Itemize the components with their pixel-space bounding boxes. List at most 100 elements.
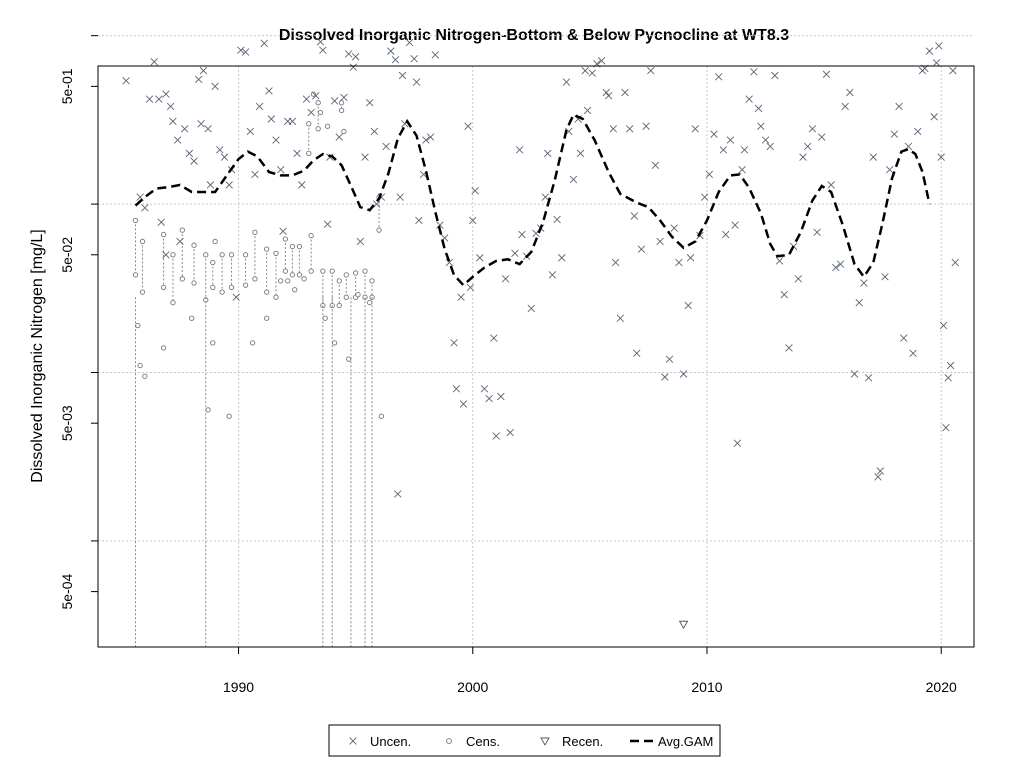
uncensored-point-70: [412, 78, 421, 86]
uncensored-point-80: [452, 385, 461, 393]
uncensored-point-113: [583, 106, 592, 115]
censored-point-8: [226, 413, 232, 419]
uncensored-point-48: [326, 153, 334, 161]
uncensored-point-195: [937, 153, 945, 161]
uncensored-point-83: [464, 122, 472, 130]
censored-upper-1: [139, 238, 146, 245]
uncensored-point-130: [656, 237, 664, 246]
uncensored-point-166: [813, 228, 821, 237]
uncensored-point-162: [794, 275, 803, 283]
uncensored-point-75: [431, 51, 440, 59]
uncensored-point-159: [780, 290, 788, 299]
uncensored-point-45: [316, 38, 325, 46]
uncensored-point-163: [799, 153, 807, 161]
uncensored-point-13: [180, 125, 189, 133]
uncensored-point-86: [471, 187, 479, 195]
uncensored-point-43: [307, 108, 315, 117]
uncensored-point-88: [480, 385, 489, 393]
censored-point-1: [137, 362, 143, 369]
censored-point-16: [331, 340, 338, 346]
uncensored-point-184: [895, 102, 903, 111]
uncensored-point-105: [553, 215, 561, 224]
uncensored-point-84: [466, 283, 475, 292]
uncensored-point-62: [387, 47, 395, 55]
censored-lower-5: [191, 280, 197, 286]
uncensored-point-71: [415, 216, 423, 225]
y-axis-label: Dissolved Inorganic Nitrogen [mg/L]: [29, 229, 46, 482]
uncensored-point-20: [206, 181, 215, 189]
uncensored-point-68: [405, 38, 414, 47]
censored-lower-20: [336, 302, 342, 309]
uncensored-point-50: [335, 133, 343, 141]
uncensored-point-151: [745, 95, 753, 103]
uncensored-point-89: [485, 394, 493, 403]
uncensored-point-102: [541, 193, 550, 201]
censored-upper-18: [320, 268, 326, 274]
uncensored-point-78: [445, 258, 454, 267]
uncensored-point-167: [818, 133, 826, 141]
uncensored-point-73: [422, 136, 430, 144]
uncensored-point-116: [597, 57, 606, 65]
uncensored-point-185: [900, 334, 908, 342]
uncensored-point-144: [719, 146, 728, 154]
uncensored-point-35: [272, 136, 280, 144]
uncensored-point-114: [588, 69, 596, 77]
uncensored-point-198: [944, 374, 952, 382]
uncensored-point-122: [621, 88, 629, 97]
uncensored-point-192: [930, 113, 938, 121]
uncensored-point-14: [185, 149, 194, 158]
censored-upper-9: [228, 252, 235, 258]
uncensored-point-119: [609, 125, 618, 133]
uncensored-point-74: [426, 133, 435, 141]
censored-point-7: [212, 238, 218, 245]
legend-label-2: Recen.: [562, 734, 603, 749]
uncensored-point-52: [344, 50, 353, 58]
uncensored-point-44: [312, 92, 320, 100]
censored-upper-27: [315, 100, 321, 106]
uncensored-point-17: [197, 120, 205, 128]
uncensored-point-127: [642, 122, 650, 130]
uncensored-point-150: [740, 146, 749, 154]
uncensored-point-121: [616, 314, 625, 322]
uncensored-point-9: [166, 102, 175, 111]
gam-line: [134, 112, 931, 287]
censored-upper-14: [282, 236, 289, 242]
uncensored-point-2: [141, 204, 149, 212]
uncensored-point-41: [298, 181, 306, 189]
uncensored-point-29: [246, 127, 254, 136]
uncensored-point-196: [939, 321, 948, 330]
uncensored-point-23: [220, 153, 229, 161]
uncensored-point-109: [569, 175, 578, 184]
uncensored-point-99: [527, 304, 536, 313]
uncensored-point-54: [351, 53, 360, 61]
uncensored-point-97: [518, 230, 526, 239]
uncensored-point-96: [515, 146, 524, 154]
uncensored-point-199: [946, 361, 955, 370]
legend-box: [328, 724, 721, 757]
plot-frame: [97, 65, 975, 648]
censored-point-2: [142, 373, 148, 379]
legend-label-1: Cens.: [466, 734, 500, 749]
uncensored-point-201: [951, 258, 959, 267]
uncensored-point-126: [637, 245, 646, 253]
censored-upper-28: [338, 100, 345, 106]
censored-upper-6: [203, 252, 209, 258]
uncensored-point-138: [691, 125, 699, 133]
uncensored-point-53: [349, 63, 358, 71]
y-tick-label-1: 5e-03: [59, 405, 75, 441]
uncensored-point-39: [288, 117, 297, 126]
censored-upper-16: [296, 243, 303, 250]
censored-upper-4: [179, 227, 185, 233]
censored-upper-11: [252, 229, 258, 235]
uncensored-point-155: [761, 136, 770, 144]
uncensored-point-134: [675, 258, 683, 267]
uncensored-point-63: [391, 55, 400, 64]
censored-lower-0: [132, 272, 139, 278]
censored-upper-0: [132, 217, 139, 224]
uncensored-point-4: [150, 58, 158, 66]
uncensored-point-58: [370, 127, 379, 136]
uncensored-point-120: [611, 258, 620, 267]
uncensored-point-145: [722, 230, 730, 239]
uncensored-point-33: [265, 87, 273, 95]
